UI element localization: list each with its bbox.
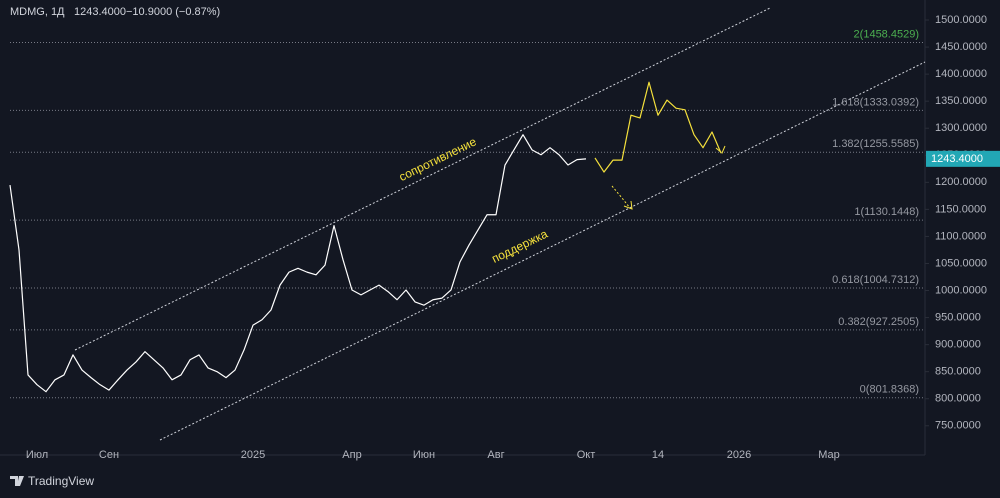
- last-price-label: 1243.4000: [931, 153, 983, 165]
- x-tick-label: Апр: [342, 449, 361, 461]
- x-tick-label: 2026: [727, 449, 751, 461]
- y-tick-label: 1350.0000: [935, 95, 987, 107]
- y-tick-label: 1450.0000: [935, 41, 987, 53]
- fib-label: 0.618(1004.7312): [832, 274, 919, 286]
- resistance-line: [74, 7, 771, 351]
- y-tick-label: 750.0000: [935, 420, 981, 432]
- last-price-badge: [926, 150, 1000, 167]
- fib-label: 0(801.8368): [860, 384, 919, 396]
- x-tick-label: Окт: [577, 449, 596, 461]
- x-tick-label: 14: [652, 449, 664, 461]
- fib-label: 1.382(1255.5585): [832, 138, 919, 150]
- y-tick-label: 1000.0000: [935, 284, 987, 296]
- y-tick-label: 1200.0000: [935, 176, 987, 188]
- y-tick-label: 1300.0000: [935, 122, 987, 134]
- header-change: −10.9000 (−0.87%): [126, 6, 220, 18]
- x-tick-label: 2025: [241, 449, 265, 461]
- x-tick-label: Авг: [487, 449, 504, 461]
- x-tick-label: Сен: [99, 449, 119, 461]
- y-tick-label: 950.0000: [935, 311, 981, 323]
- x-tick-label: Июл: [26, 449, 48, 461]
- y-tick-label: 900.0000: [935, 339, 981, 351]
- y-tick-label: 1500.0000: [935, 14, 987, 26]
- y-tick-label: 1100.0000: [935, 230, 986, 242]
- forecast-arrow: [611, 185, 631, 209]
- header-price: 1243.4000: [74, 6, 126, 18]
- x-tick-label: Мар: [818, 449, 840, 461]
- fib-label: 1(1130.1448): [854, 206, 919, 218]
- brand: TradingView: [28, 474, 94, 488]
- y-tick-label: 850.0000: [935, 366, 981, 378]
- fib-label: 0.382(927.2505): [838, 316, 919, 328]
- brand-logo: [10, 476, 24, 486]
- projection-arrow-head: [715, 145, 726, 154]
- forecast-arrow-head: [623, 200, 633, 210]
- y-tick-label: 1050.0000: [935, 257, 987, 269]
- price-line: [9, 134, 587, 393]
- price-line: [594, 81, 722, 173]
- y-tick-label: 1150.0000: [935, 203, 986, 215]
- x-tick-label: Июн: [413, 449, 435, 461]
- y-tick-label: 1400.0000: [935, 68, 987, 80]
- fib-label: 2(1458.4529): [854, 28, 919, 40]
- symbol: MDMG, 1Д: [10, 6, 65, 18]
- y-tick-label: 800.0000: [935, 393, 981, 405]
- fib-label: 1.618(1333.0392): [832, 96, 919, 108]
